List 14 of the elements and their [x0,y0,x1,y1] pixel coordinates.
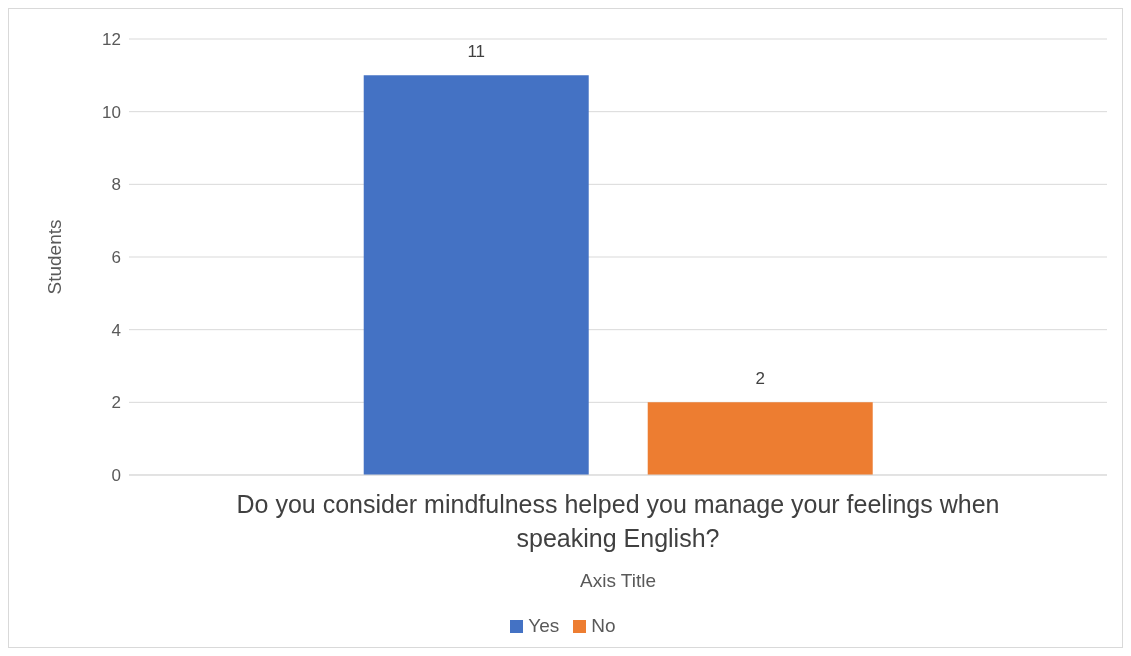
legend-label: Yes [527,615,560,637]
y-tick-label: 10 [102,102,121,122]
data-label: 2 [755,369,765,389]
x-axis-title: Axis Title [579,570,657,591]
legend-label: No [590,615,616,637]
y-tick-label: 12 [102,30,121,50]
data-label: 11 [467,42,486,62]
y-tick-label: 6 [111,248,121,268]
y-tick-label: 0 [111,466,121,486]
x-tick-label: Do you consider mindfulness helped you manage your feelings when speaking English? [236,490,1000,552]
y-axis-title: Students [43,219,65,295]
y-tick-label: 8 [111,175,121,195]
y-tick-label: 2 [111,393,121,413]
y-tick-label: 4 [111,320,121,340]
